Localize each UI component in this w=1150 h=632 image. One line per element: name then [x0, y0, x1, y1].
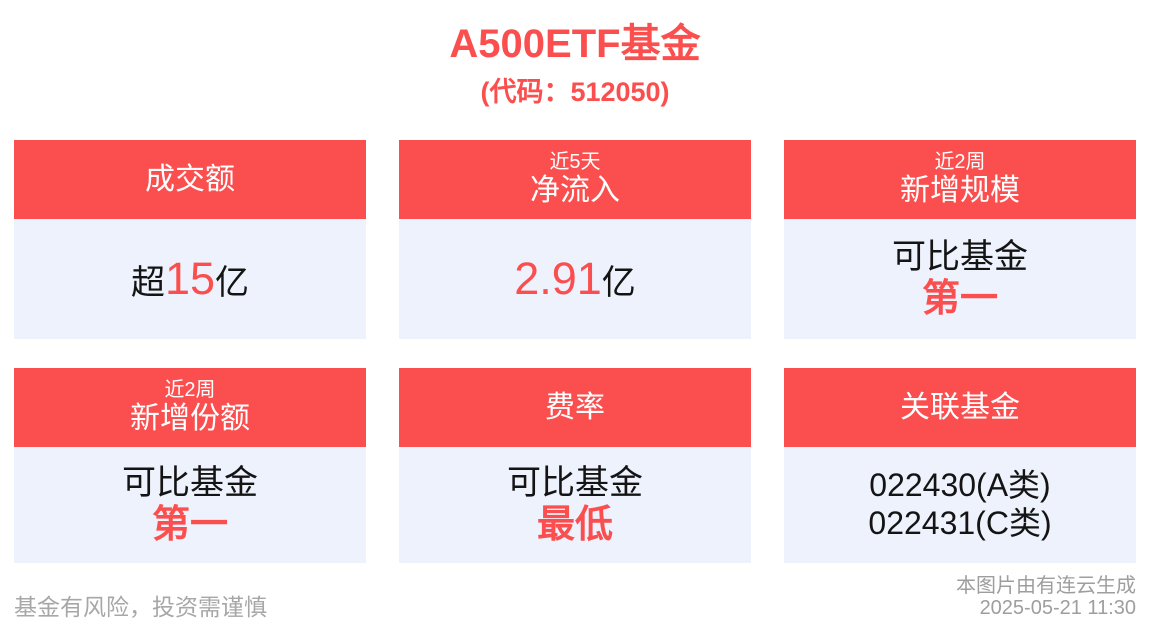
page-title: A500ETF基金 [449, 22, 701, 66]
card-value-part: 022430(A类) [869, 467, 1051, 504]
card-header-related-funds: 关联基金 [784, 368, 1136, 447]
card-header-fee-rate: 费率 [399, 368, 751, 447]
timestamp: 2025-05-21 11:30 [979, 597, 1136, 619]
card-value-part: 2.91 [514, 253, 602, 305]
card-value-line: 最低 [537, 503, 613, 548]
card-value-part: 第一 [921, 277, 998, 320]
card-value-part: 第一 [151, 503, 228, 546]
card-value-part: 超 [130, 264, 165, 303]
card-value-part: 022431(C类) [868, 505, 1052, 541]
card-value-line: 第一 [922, 277, 998, 322]
source-credit: 本图片由有连云生成 [956, 575, 1136, 597]
card-value-line: 可比基金 [122, 463, 258, 503]
card-value-part: 15 [164, 253, 216, 305]
card-related-funds: 关联基金 022430(A类) 022431(C类) [784, 368, 1136, 563]
card-body-net-inflow-5d: 2.91亿 [399, 219, 751, 339]
card-net-inflow-5d: 近5天 净流入 2.91亿 [399, 140, 751, 339]
card-body-turnover: 超15亿 [14, 219, 366, 339]
source-block: 本图片由有连云生成 2025-05-21 11:30 [956, 575, 1136, 619]
risk-disclaimer: 基金有风险，投资需谨慎 [14, 594, 267, 620]
card-value-line: 第一 [152, 503, 228, 548]
card-value-line: 可比基金 [892, 237, 1028, 277]
stats-grid: 成交额 超15亿 近5天 净流入 2.91亿 近2周 新增规模 可比基金 第一 近2周 新增份额 可比… [14, 140, 1136, 563]
card-body-new-shares-2w: 可比基金 第一 [14, 447, 366, 563]
card-title-label: 费率 [545, 390, 605, 424]
card-new-scale-2w: 近2周 新增规模 可比基金 第一 [784, 140, 1136, 339]
card-period-label: 近2周 [164, 378, 216, 401]
card-turnover: 成交额超15亿 [14, 140, 366, 339]
card-value-line: 022430(A类) [869, 467, 1050, 505]
card-title-label: 关联基金 [900, 390, 1020, 424]
card-value-line: 可比基金 [507, 463, 643, 503]
card-period-label: 近2周 [934, 150, 986, 173]
card-value-part: 亿 [215, 264, 250, 303]
card-header-new-shares-2w: 近2周 新增份额 [14, 368, 366, 447]
card-title-label: 新增规模 [900, 173, 1020, 207]
card-body-related-funds: 022430(A类) 022431(C类) [784, 447, 1136, 563]
card-fee-rate: 费率 可比基金 最低 [399, 368, 751, 563]
card-body-fee-rate: 可比基金 最低 [399, 447, 751, 563]
card-value-part: 可比基金 [507, 463, 643, 502]
card-new-shares-2w: 近2周 新增份额 可比基金 第一 [14, 368, 366, 563]
card-title-label: 成交额 [145, 162, 235, 196]
card-title-label: 净流入 [530, 173, 620, 207]
card-period-label: 近5天 [549, 150, 601, 173]
card-header-turnover: 成交额 [14, 140, 366, 219]
card-value-part: 可比基金 [122, 463, 258, 502]
card-value-line: 2.91亿 [514, 252, 636, 305]
card-header-net-inflow-5d: 近5天 净流入 [399, 140, 751, 219]
card-value-line: 超15亿 [131, 252, 249, 305]
card-title-label: 新增份额 [130, 401, 250, 435]
card-value-part: 最低 [536, 503, 613, 546]
card-value-line: 022431(C类) [868, 505, 1051, 543]
card-body-new-scale-2w: 可比基金 第一 [784, 219, 1136, 339]
fund-code-subtitle: (代码：512050) [480, 77, 670, 107]
card-value-part: 亿 [601, 264, 636, 303]
card-header-new-scale-2w: 近2周 新增规模 [784, 140, 1136, 219]
card-value-part: 可比基金 [892, 237, 1028, 276]
